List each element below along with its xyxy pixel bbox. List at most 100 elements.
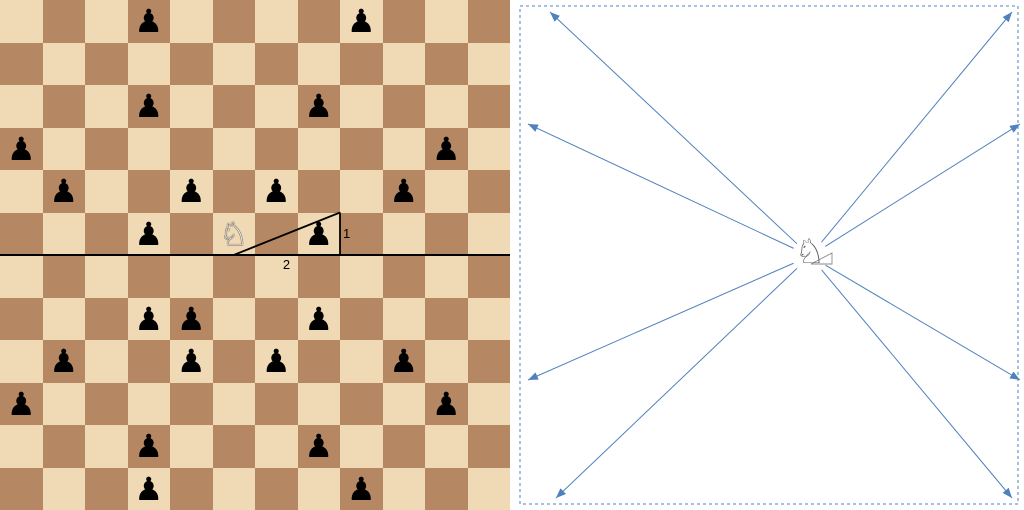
board-square	[0, 255, 43, 298]
board-square	[340, 340, 383, 383]
board-square	[213, 0, 256, 43]
board-square	[0, 213, 43, 256]
board-square	[128, 0, 171, 43]
board-square	[43, 340, 86, 383]
board-square	[170, 425, 213, 468]
move-diagram-knight: ♘	[793, 235, 827, 269]
move-diagram-svg	[514, 0, 1024, 510]
board-square	[128, 43, 171, 86]
board-square	[340, 255, 383, 298]
board-square	[468, 468, 511, 510]
board-square	[298, 468, 341, 510]
board-square	[170, 170, 213, 213]
board-square	[213, 340, 256, 383]
board-square	[255, 0, 298, 43]
board-square	[340, 468, 383, 510]
board-square	[170, 43, 213, 86]
board-square	[85, 298, 128, 341]
board-square	[425, 0, 468, 43]
board-square	[340, 298, 383, 341]
board-square	[213, 383, 256, 426]
board-square	[43, 170, 86, 213]
board-square	[213, 43, 256, 86]
board-square	[425, 128, 468, 171]
board-square	[383, 170, 426, 213]
board-square	[85, 383, 128, 426]
board-square	[425, 340, 468, 383]
board-square	[128, 468, 171, 510]
board-square	[425, 43, 468, 86]
board-square	[43, 383, 86, 426]
board-square	[85, 43, 128, 86]
board-square	[468, 128, 511, 171]
board-square	[383, 85, 426, 128]
board-square	[383, 298, 426, 341]
board-square	[255, 128, 298, 171]
board-square	[468, 298, 511, 341]
board-square	[170, 298, 213, 341]
board-square	[170, 340, 213, 383]
board-square	[43, 255, 86, 298]
board-square	[383, 128, 426, 171]
board-square	[128, 298, 171, 341]
board-square	[383, 255, 426, 298]
board-square	[340, 128, 383, 171]
board-square	[255, 85, 298, 128]
board-square	[43, 213, 86, 256]
board-square	[128, 128, 171, 171]
board-square	[425, 255, 468, 298]
board-square	[255, 43, 298, 86]
board-square	[170, 128, 213, 171]
board-square	[0, 170, 43, 213]
board-square	[340, 0, 383, 43]
board-square	[170, 255, 213, 298]
board-square	[170, 85, 213, 128]
board-square	[0, 425, 43, 468]
board-square	[170, 383, 213, 426]
board-square	[340, 425, 383, 468]
board-square	[425, 468, 468, 510]
board-square	[468, 340, 511, 383]
board-square	[85, 0, 128, 43]
board-square	[85, 213, 128, 256]
board-square	[213, 255, 256, 298]
board-square	[0, 0, 43, 43]
board-square	[0, 85, 43, 128]
board-square	[213, 170, 256, 213]
board-square	[468, 170, 511, 213]
board-square	[128, 170, 171, 213]
triangle-label-horizontal: 2	[283, 257, 290, 272]
board-square	[43, 468, 86, 510]
board-square	[213, 213, 256, 256]
board-square	[383, 340, 426, 383]
board-square	[340, 85, 383, 128]
board-square	[43, 43, 86, 86]
triangle-label-vertical: 1	[343, 226, 350, 241]
board-square	[468, 213, 511, 256]
chessboard-panel: ♟♟♟♟♟♟♟♟♟♟♟♟♟♟♟♟♟♟♟♟♟♟♟♟♟♘ 2 1	[0, 0, 512, 510]
board-square	[425, 170, 468, 213]
board-square	[298, 0, 341, 43]
board-square	[298, 170, 341, 213]
board-square	[425, 298, 468, 341]
board-square	[340, 170, 383, 213]
board-square	[298, 425, 341, 468]
board-square	[298, 340, 341, 383]
board-square	[43, 85, 86, 128]
board-square	[255, 340, 298, 383]
board-square	[255, 468, 298, 510]
board-square	[85, 170, 128, 213]
board-square	[213, 425, 256, 468]
board-square	[383, 383, 426, 426]
board-square	[0, 340, 43, 383]
board-square	[85, 425, 128, 468]
move-diagram-panel: ♘	[514, 0, 1024, 510]
board-square	[43, 0, 86, 43]
chessboard-grid: ♟♟♟♟♟♟♟♟♟♟♟♟♟♟♟♟♟♟♟♟♟♟♟♟♟♘	[0, 0, 510, 510]
board-square	[170, 0, 213, 43]
board-square	[340, 383, 383, 426]
board-square	[128, 425, 171, 468]
board-square	[468, 383, 511, 426]
board-square	[43, 425, 86, 468]
board-square	[85, 128, 128, 171]
